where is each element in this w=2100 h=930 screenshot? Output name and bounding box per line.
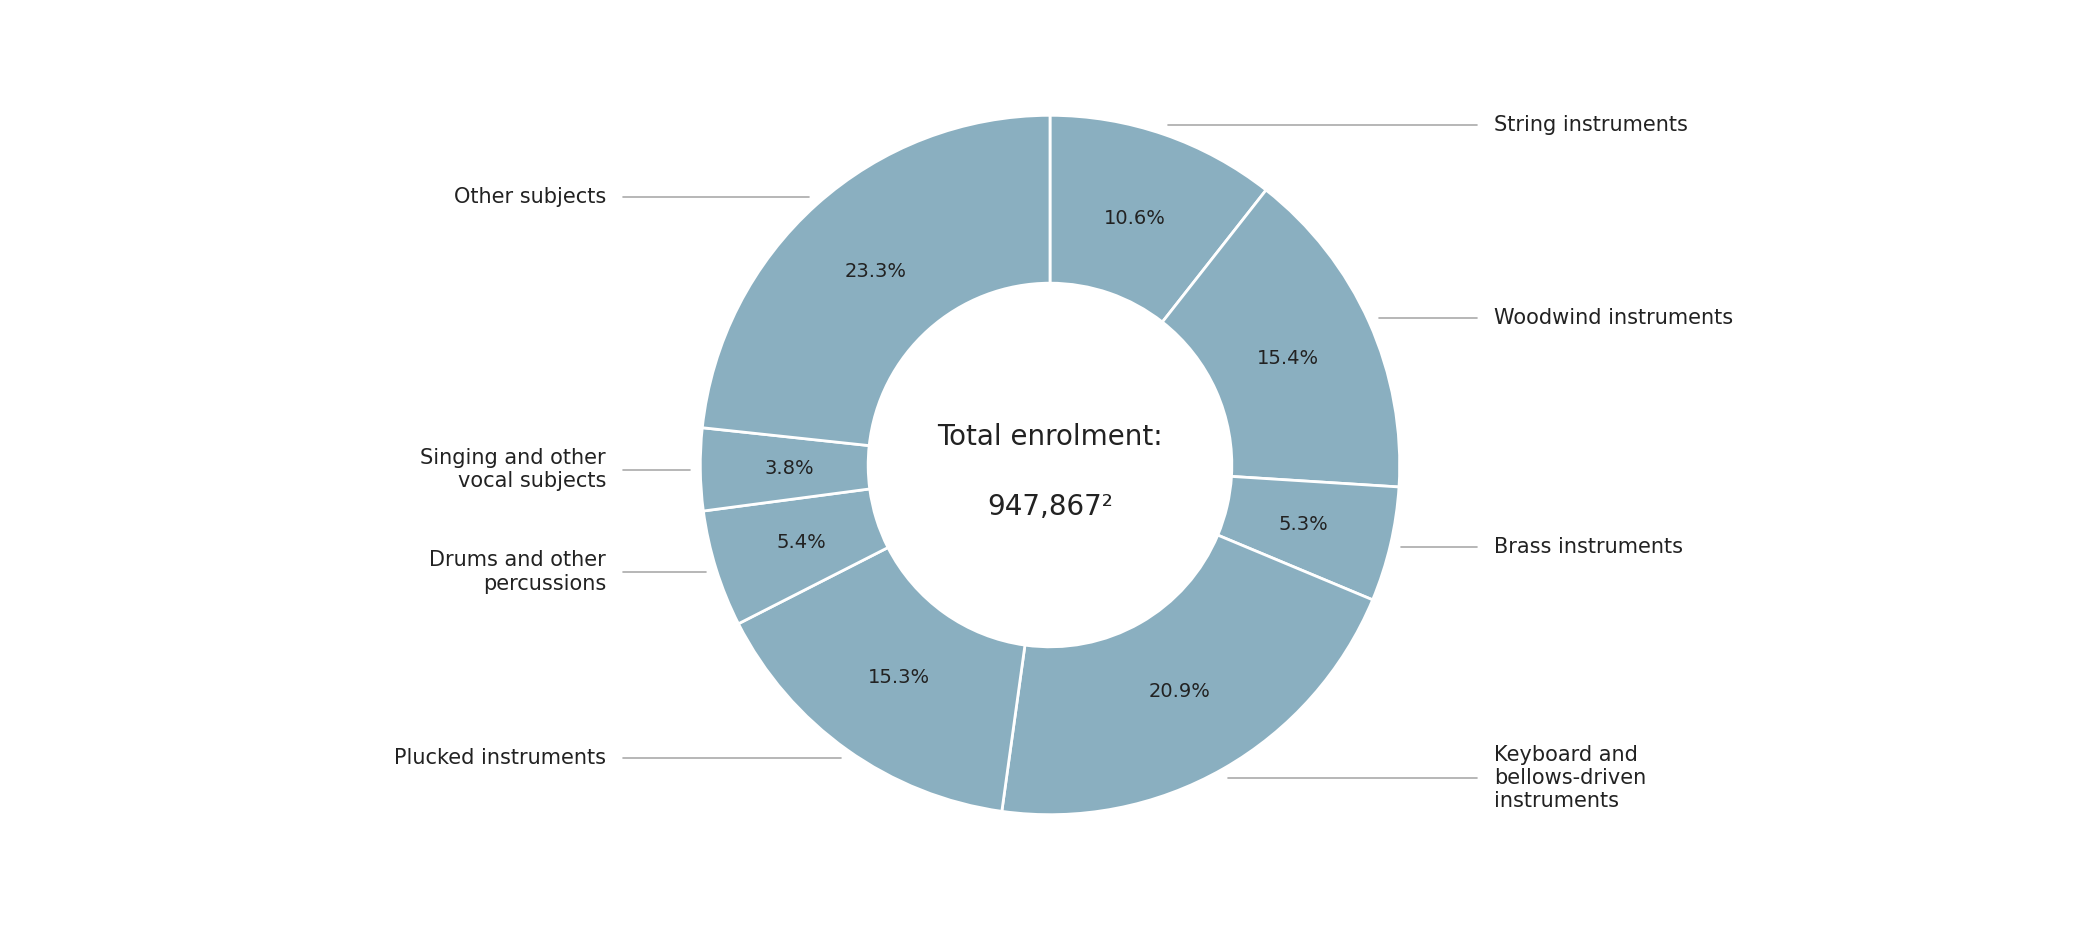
Text: 5.4%: 5.4% — [777, 533, 825, 551]
Text: Total enrolment:: Total enrolment: — [937, 423, 1163, 451]
Text: 947,867²: 947,867² — [987, 493, 1113, 521]
Text: Other subjects: Other subjects — [454, 187, 607, 207]
Text: Drums and other
percussions: Drums and other percussions — [428, 551, 607, 593]
Text: 10.6%: 10.6% — [1105, 209, 1166, 228]
Text: 20.9%: 20.9% — [1149, 682, 1210, 701]
Text: 3.8%: 3.8% — [764, 458, 815, 478]
Text: Plucked instruments: Plucked instruments — [395, 749, 607, 768]
Text: Keyboard and
bellows-driven
instruments: Keyboard and bellows-driven instruments — [1493, 745, 1646, 811]
Text: 5.3%: 5.3% — [1279, 514, 1329, 534]
Text: Woodwind instruments: Woodwind instruments — [1493, 308, 1732, 327]
Wedge shape — [1050, 115, 1266, 322]
Text: 15.3%: 15.3% — [867, 668, 930, 686]
Text: 23.3%: 23.3% — [844, 261, 907, 281]
Text: Singing and other
vocal subjects: Singing and other vocal subjects — [420, 448, 607, 491]
Wedge shape — [699, 428, 869, 511]
Wedge shape — [739, 548, 1025, 811]
Text: 15.4%: 15.4% — [1256, 349, 1319, 368]
Wedge shape — [704, 489, 888, 624]
Wedge shape — [1002, 535, 1373, 815]
Wedge shape — [1218, 476, 1399, 600]
Text: Brass instruments: Brass instruments — [1493, 537, 1682, 557]
Text: String instruments: String instruments — [1493, 114, 1688, 135]
Wedge shape — [701, 115, 1050, 445]
Wedge shape — [1161, 190, 1401, 487]
